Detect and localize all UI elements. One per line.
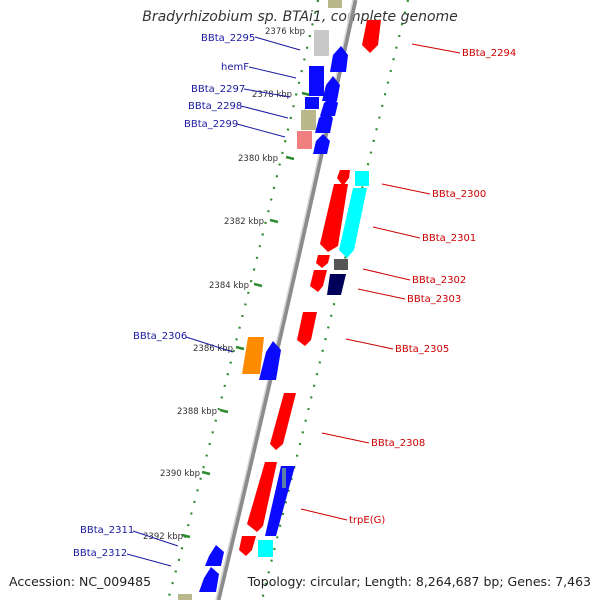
gene-feature <box>297 131 312 149</box>
gene-feature <box>362 20 381 53</box>
gene-feature <box>297 312 317 346</box>
gene-label-bbta-2311: BBta_2311 <box>80 525 134 536</box>
gene-feature <box>305 97 319 109</box>
kbp-tick-label: 2376 kbp <box>265 27 305 37</box>
gene-feature <box>199 567 219 592</box>
reverse-gene-labels: BBta_2294 BBta_2300 BBta_2301 BBta_2302 … <box>300 43 516 526</box>
gene-feature <box>334 259 348 270</box>
gene-label-bbta-2295: BBta_2295 <box>201 33 255 44</box>
gene-feature <box>355 171 369 186</box>
gene-feature <box>265 466 295 536</box>
gene-feature <box>314 30 329 56</box>
gene-label-bbta-2298: BBta_2298 <box>188 101 242 112</box>
kbp-tick-labels: 2376 kbp 2378 kbp 2380 kbp 2382 kbp 2384… <box>143 27 305 542</box>
gene-feature <box>327 274 346 295</box>
gene-feature <box>320 184 348 252</box>
gene-feature <box>337 170 350 186</box>
gene-label-bbta-2303: BBta_2303 <box>407 294 461 305</box>
forward-gene-labels: BBta_2295 hemF BBta_2297 BBta_2298 BBta_… <box>73 33 301 567</box>
kbp-tick-label: 2392 kbp <box>143 532 183 542</box>
kbp-tick-label: 2380 kbp <box>238 154 278 164</box>
gene-label-bbta-2299: BBta_2299 <box>184 119 238 130</box>
gene-feature <box>320 96 338 116</box>
kbp-tick-label: 2382 kbp <box>224 217 264 227</box>
gene-label-bbta-2294: BBta_2294 <box>462 48 516 59</box>
gene-label-bbta-2312: BBta_2312 <box>73 548 127 559</box>
gene-feature <box>270 393 296 450</box>
gene-feature <box>242 337 264 374</box>
gene-label-trpe-g: trpE(G) <box>349 515 385 526</box>
gene-feature <box>313 134 330 154</box>
accession-text: Accession: NC_009485 <box>9 574 152 589</box>
kbp-tick-label: 2390 kbp <box>160 469 200 479</box>
gene-feature <box>259 341 281 380</box>
gene-feature <box>315 111 333 133</box>
kbp-tick-marks <box>181 91 311 539</box>
kbp-tick-label: 2388 kbp <box>177 407 217 417</box>
gene-feature <box>205 545 224 566</box>
gene-feature <box>322 76 340 101</box>
gene-label-bbta-2308: BBta_2308 <box>371 438 425 449</box>
topology-text: Topology: circular; Length: 8,264,687 bp… <box>247 574 591 589</box>
gene-feature <box>310 270 327 292</box>
gene-feature <box>339 188 367 258</box>
gene-label-bbta-2305: BBta_2305 <box>395 344 449 355</box>
kbp-tick-label: 2386 kbp <box>193 344 233 354</box>
gene-feature <box>178 594 192 600</box>
gene-label-hemf: hemF <box>221 62 249 73</box>
gene-feature <box>239 536 256 556</box>
gene-feature <box>328 0 342 8</box>
gene-feature <box>330 46 348 72</box>
gene-feature <box>258 540 273 557</box>
gene-label-bbta-2297: BBta_2297 <box>191 84 245 95</box>
gene-feature <box>309 66 324 96</box>
kbp-tick-label: 2378 kbp <box>252 90 292 100</box>
gene-label-bbta-2300: BBta_2300 <box>432 189 486 200</box>
forward-gene-features <box>178 0 348 600</box>
gene-feature <box>316 255 330 268</box>
gene-label-bbta-2302: BBta_2302 <box>412 275 466 286</box>
kbp-tick-label: 2384 kbp <box>209 281 249 291</box>
gene-label-bbta-2306: BBta_2306 <box>133 331 187 342</box>
gene-label-bbta-2301: BBta_2301 <box>422 233 476 244</box>
reverse-gene-features <box>239 20 381 557</box>
gene-feature <box>282 468 286 488</box>
gene-feature <box>301 110 316 130</box>
gene-feature <box>247 462 277 532</box>
